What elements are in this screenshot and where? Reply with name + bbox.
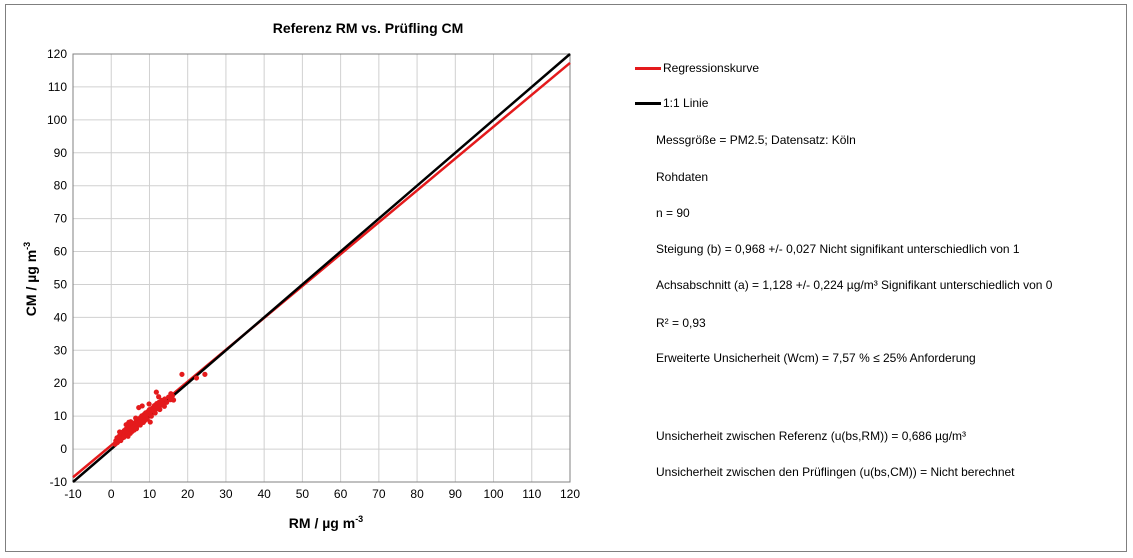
- y-tick-label: 50: [54, 277, 68, 291]
- info-r-squared: R² = 0,93: [656, 316, 706, 330]
- x-tick-label: 110: [522, 487, 541, 501]
- x-tick-label: 70: [372, 487, 386, 501]
- data-point: [152, 410, 158, 416]
- legend-identity-swatch: [635, 101, 661, 105]
- data-point: [153, 389, 159, 395]
- x-tick-label: 120: [560, 487, 580, 501]
- y-tick-label: 60: [54, 245, 68, 259]
- scatter-chart: Referenz RM vs. Prüfling CM -10 0 10 20 30 40…: [22, 20, 580, 531]
- y-tick-label: 80: [54, 179, 68, 193]
- data-point: [126, 419, 132, 426]
- chart-title: Referenz RM vs. Prüfling CM: [273, 20, 464, 36]
- info-raw-data: Rohdaten: [656, 170, 709, 184]
- data-point: [118, 437, 124, 444]
- x-axis-label-text: RM / µg m: [289, 515, 355, 531]
- y-tick-label: -10: [50, 475, 68, 489]
- x-tick-label: 80: [410, 487, 424, 501]
- data-point: [157, 406, 163, 413]
- data-point: [125, 433, 131, 439]
- y-tick-label: 10: [54, 409, 68, 423]
- legend-regression: Regressionskurve: [635, 60, 759, 76]
- y-tick-label: 40: [54, 310, 68, 324]
- data-point: [137, 422, 143, 428]
- info-measurand: Messgröße = PM2.5; Datensatz: Köln: [656, 133, 856, 147]
- x-tick-label: 30: [219, 487, 233, 501]
- y-tick-label: 100: [47, 113, 67, 127]
- data-point: [161, 403, 167, 409]
- y-tick-label: 110: [48, 80, 67, 94]
- data-point: [146, 401, 152, 407]
- data-point: [170, 397, 177, 403]
- x-axis-label: RM / µg m-3: [289, 514, 363, 531]
- legend-identity: 1:1 Linie: [635, 95, 708, 111]
- data-point: [129, 428, 135, 434]
- x-tick-label: 20: [181, 487, 195, 501]
- data-point: [133, 426, 140, 432]
- data-point: [168, 391, 174, 397]
- x-tick-label: 60: [334, 487, 348, 501]
- y-tick-label: 70: [54, 212, 68, 226]
- x-tick-label: 0: [108, 487, 115, 501]
- x-tick-label: 90: [449, 487, 463, 501]
- data-point: [147, 419, 153, 425]
- data-point: [141, 418, 148, 424]
- y-tick-labels: -10 0 10 20 30 40 50 60 70 80 90 100 110 120: [47, 47, 67, 489]
- info-candidate-uncertainty: Unsicherheit zwischen den Prüflingen (u(…: [656, 465, 1015, 479]
- legend-regression-swatch: [635, 66, 661, 70]
- data-point: [202, 371, 208, 377]
- x-tick-label: 40: [257, 487, 271, 501]
- legend-regression-label: Regressionskurve: [663, 61, 760, 75]
- y-tick-label: 0: [60, 442, 67, 456]
- y-axis-label-sup: -3: [22, 242, 32, 250]
- x-tick-label: -10: [64, 487, 82, 501]
- x-tick-label: 50: [296, 487, 310, 501]
- data-point: [133, 415, 139, 421]
- legend-identity-label: 1:1 Linie: [663, 96, 709, 110]
- x-tick-label: 100: [484, 487, 504, 501]
- y-axis-label-text: CM / µg m: [23, 250, 39, 316]
- x-axis-label-sup: -3: [355, 514, 363, 524]
- info-expanded-uncertainty: Erweiterte Unsicherheit (Wcm) = 7,57 % ≤…: [656, 351, 976, 365]
- info-n: n = 90: [656, 206, 690, 220]
- data-point: [193, 375, 200, 381]
- info-intercept: Achsabschnitt (a) = 1,128 +/- 0,224 µg/m…: [656, 278, 1053, 292]
- data-point: [139, 403, 145, 409]
- info-slope: Steigung (b) = 0,968 +/- 0,027 Nicht sig…: [656, 242, 1020, 256]
- y-tick-label: 30: [54, 343, 68, 357]
- y-axis-label: CM / µg m-3: [22, 242, 39, 316]
- y-tick-label: 120: [47, 47, 67, 61]
- info-reference-uncertainty: Unsicherheit zwischen Referenz (u(bs,RM)…: [656, 429, 967, 443]
- chart-frame: Referenz RM vs. Prüfling CM -10 0 10 20 30 40…: [5, 4, 1127, 552]
- y-tick-label: 90: [54, 146, 68, 160]
- x-tick-labels: -10 0 10 20 30 40 50 60 70 80 90 100 110 120: [64, 487, 580, 501]
- data-point: [148, 413, 154, 419]
- data-point: [179, 371, 185, 377]
- plot-border: [72, 53, 571, 483]
- data-point: [117, 429, 123, 435]
- data-point: [164, 399, 170, 405]
- data-point: [121, 434, 127, 440]
- data-points: [112, 371, 208, 447]
- x-tick-label: 10: [143, 487, 157, 501]
- data-point: [156, 394, 162, 400]
- y-tick-label: 20: [54, 376, 68, 390]
- plot-area: [72, 53, 571, 483]
